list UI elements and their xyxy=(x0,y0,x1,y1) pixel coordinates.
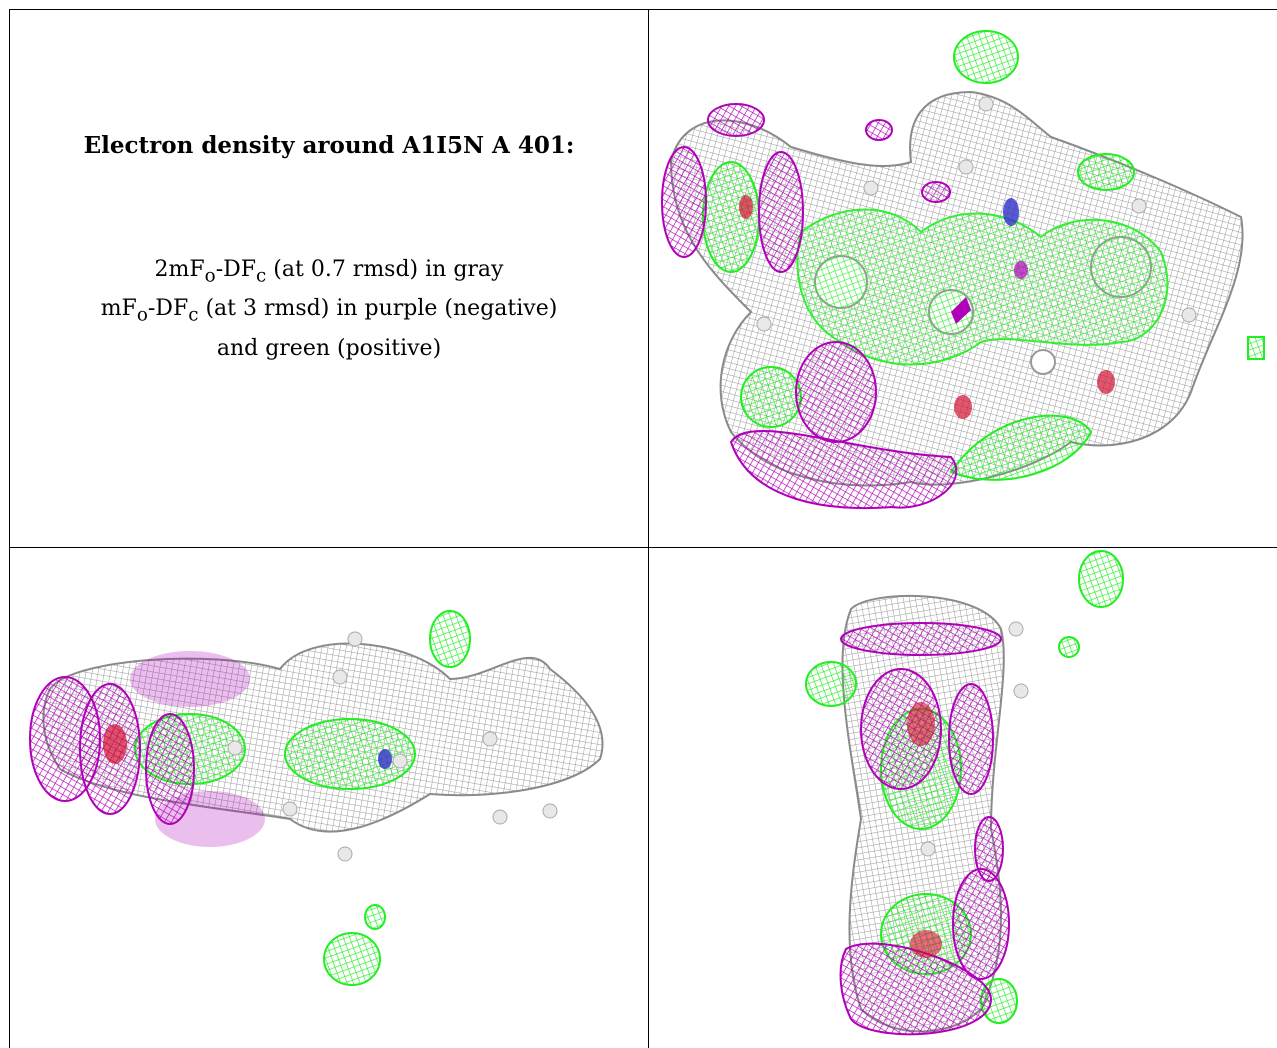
density-view-side xyxy=(10,549,647,1046)
hydrogen-atom xyxy=(920,841,936,857)
hydrogen-atom xyxy=(482,731,498,747)
positive-density-blob xyxy=(364,904,386,930)
legend-line-difference: mFo-DFc (at 3 rmsd) in purple (negative) xyxy=(100,296,558,326)
hydrogen-atom xyxy=(1013,683,1029,699)
positive-density-mesh xyxy=(796,208,1169,366)
positive-density-blob xyxy=(429,610,471,668)
table-divider-vertical xyxy=(648,9,649,1048)
positive-density-blob xyxy=(323,932,381,986)
table-divider-horizontal xyxy=(9,547,1277,548)
hydrogen-atom xyxy=(227,740,243,756)
negative-density-blob xyxy=(840,622,1002,656)
oxygen-atom xyxy=(954,395,972,419)
negative-density-blob xyxy=(130,651,250,707)
density-view-top xyxy=(651,12,1275,545)
positive-density-blob xyxy=(1247,336,1265,360)
hydrogen-atom xyxy=(337,846,353,862)
hydrogen-atom xyxy=(756,316,772,332)
negative-density-blob xyxy=(795,341,877,443)
density-view-end xyxy=(651,549,1275,1046)
hydrogen-atom xyxy=(282,801,298,817)
positive-density-blob xyxy=(949,414,1093,481)
negative-density-blob xyxy=(707,103,765,137)
hydrogen-atom xyxy=(1008,621,1024,637)
positive-density-blob xyxy=(1058,636,1080,658)
positive-density-blob xyxy=(740,366,802,428)
caption-title: Electron density around A1I5N A 401: xyxy=(83,132,575,159)
negative-density-blob xyxy=(1014,261,1028,279)
negative-density-blob xyxy=(865,119,893,141)
negative-density-blob xyxy=(951,297,971,324)
oxygen-atom xyxy=(103,724,127,764)
negative-density-blob xyxy=(145,713,195,825)
nitrogen-atom xyxy=(378,749,392,769)
hydrogen-atom xyxy=(332,669,348,685)
hydrogen-atom xyxy=(347,631,363,647)
legend-line-positive: and green (positive) xyxy=(216,335,442,361)
negative-density-blob xyxy=(729,429,958,510)
density-view-end-image xyxy=(805,550,1124,1036)
hydrogen-atom xyxy=(863,180,879,196)
negative-density-blob xyxy=(948,683,994,795)
oxygen-atom xyxy=(907,702,935,746)
positive-density-blob xyxy=(1077,153,1135,191)
positive-density-blob xyxy=(805,661,857,707)
negative-density-blob xyxy=(860,668,942,790)
positive-density-blob xyxy=(1078,550,1124,608)
hydrogen-atom xyxy=(958,159,974,175)
positive-density-blob xyxy=(284,718,416,790)
nitrogen-atom xyxy=(1003,198,1019,226)
positive-density-blob xyxy=(953,30,1019,84)
negative-density-blob xyxy=(155,791,265,847)
hydrogen-atom xyxy=(1181,307,1197,323)
hydrogen-atom xyxy=(978,96,994,112)
hydrogen-atom xyxy=(542,803,558,819)
caption-cell: Electron density around A1I5N A 401: 2mF… xyxy=(10,10,648,547)
negative-density-blob xyxy=(661,146,707,258)
positive-density-blob xyxy=(702,161,760,273)
density-view-top-image xyxy=(661,30,1265,510)
oxygen-atom xyxy=(739,195,753,219)
hydrogen-atom xyxy=(492,809,508,825)
hydrogen-atom xyxy=(392,753,408,769)
negative-density-blob xyxy=(921,181,951,203)
ring-hole xyxy=(1030,349,1056,375)
legend-line-gray: 2mFo-DFc (at 0.7 rmsd) in gray xyxy=(154,257,504,287)
caption-legend: 2mFo-DFc (at 0.7 rmsd) in gray mFo-DFc (… xyxy=(10,253,648,365)
figure-table xyxy=(9,9,1277,1048)
negative-density-blob xyxy=(758,151,804,273)
hydrogen-atom xyxy=(1131,198,1147,214)
negative-density-blob xyxy=(952,868,1010,980)
oxygen-atom xyxy=(1097,370,1115,394)
density-view-side-image xyxy=(29,610,604,986)
oxygen-atom xyxy=(910,930,942,958)
